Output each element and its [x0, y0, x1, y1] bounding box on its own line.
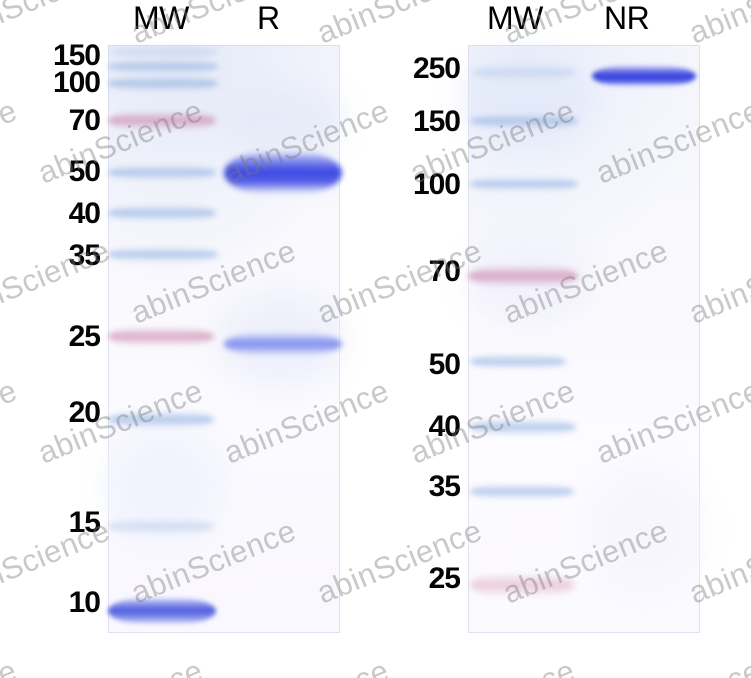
ladder-band: [108, 597, 216, 625]
mw-tick-70: 70: [428, 255, 461, 288]
ladder-band: [108, 327, 214, 346]
ladder-band: [108, 60, 218, 73]
sample-band: [592, 65, 696, 87]
mw-tick-70: 70: [68, 104, 101, 137]
ladder-band: [108, 411, 214, 428]
mw-tick-15: 15: [68, 506, 101, 539]
gel-panel-left: MW R 150 100 70 50: [0, 0, 372, 678]
mw-tick-35: 35: [428, 470, 461, 503]
mw-tick-25: 25: [428, 562, 461, 595]
sample-band: [224, 332, 342, 356]
ladder-band: [468, 265, 578, 287]
sample-lane-header-nr: NR: [604, 0, 650, 36]
sample-lane-header-r: R: [257, 0, 280, 36]
mw-tick-20: 20: [68, 396, 101, 429]
ladder-band: [470, 114, 578, 128]
ladder-band: [108, 76, 218, 91]
ladder-band: [470, 484, 574, 499]
ladder-band: [110, 47, 218, 57]
gel-body-left: [104, 45, 343, 633]
mw-tick-10: 10: [68, 586, 101, 619]
gel-smudge: [104, 425, 224, 545]
mw-tick-250: 250: [412, 52, 461, 85]
gel-panel-right: MW NR 250 150 100 70 50 40 35 25: [372, 0, 751, 678]
mw-lane-header-right: MW: [487, 0, 543, 36]
mw-tick-25: 25: [68, 320, 101, 353]
ladder-band: [108, 165, 216, 180]
gel-smudge: [223, 85, 343, 155]
ladder-band: [108, 247, 218, 262]
ladder-band: [472, 66, 576, 79]
mw-tick-50: 50: [428, 348, 461, 381]
sample-band: [224, 151, 342, 195]
mw-lane-header-left: MW: [133, 0, 189, 36]
ladder-band: [108, 205, 216, 221]
ladder-band: [470, 354, 566, 369]
mw-tick-100: 100: [412, 168, 461, 201]
gel-smudge: [586, 465, 706, 595]
ladder-band: [108, 111, 216, 130]
ladder-band: [470, 573, 574, 597]
mw-tick-150: 150: [52, 39, 101, 72]
gel-body-right: [463, 45, 706, 633]
gel-smudge: [463, 55, 593, 145]
ladder-band: [108, 519, 214, 534]
ladder-band: [470, 419, 576, 435]
mw-tick-35: 35: [68, 239, 101, 272]
mw-tick-50: 50: [68, 155, 101, 188]
mw-tick-40: 40: [68, 197, 101, 230]
ladder-band: [470, 177, 578, 191]
mw-tick-100: 100: [52, 66, 101, 99]
mw-tick-150: 150: [412, 105, 461, 138]
mw-tick-40: 40: [428, 410, 461, 443]
